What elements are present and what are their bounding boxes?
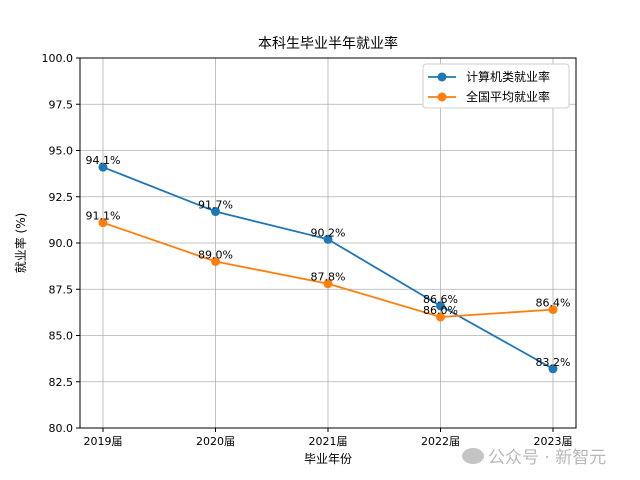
data-label: 94.1% [86, 154, 121, 167]
data-label: 83.2% [536, 356, 571, 369]
x-tick-label: 2021届 [309, 435, 348, 448]
y-tick-label: 92.5 [49, 191, 74, 204]
data-label: 86.0% [423, 304, 458, 317]
legend-label: 全国平均就业率 [466, 89, 550, 104]
x-tick-label: 2019届 [84, 435, 123, 448]
y-axis-label: 就业率 (%) [13, 213, 28, 274]
legend-box [422, 63, 570, 109]
data-point [436, 312, 445, 322]
data-point [323, 234, 333, 244]
y-tick-label: 95.0 [49, 145, 74, 158]
x-tick-label: 2023届 [534, 435, 573, 448]
wechat-icon [462, 447, 484, 464]
x-tick-label: 2020届 [196, 435, 235, 448]
x-axis-label: 毕业年份 [304, 452, 352, 466]
legend-marker [437, 72, 447, 82]
chart-title: 本科生毕业半年就业率 [258, 35, 398, 52]
data-point [211, 257, 220, 266]
data-point [98, 162, 108, 172]
legend-marker [437, 92, 447, 102]
data-label: 87.8% [311, 271, 346, 284]
y-tick-label: 80.0 [49, 422, 74, 435]
data-label: 86.4% [536, 297, 571, 310]
data-point [436, 301, 445, 311]
watermark-text: 公众号 · 新智元 [488, 448, 607, 468]
data-label: 89.0% [198, 249, 233, 262]
data-point [98, 218, 108, 228]
data-point [548, 305, 558, 315]
x-tick-label: 2022届 [421, 435, 460, 448]
legend-label: 计算机类就业率 [466, 69, 550, 84]
y-tick-label: 90.0 [49, 237, 74, 250]
data-point [211, 207, 220, 217]
y-tick-label: 82.5 [49, 376, 74, 389]
data-label: 90.2% [311, 226, 346, 239]
y-tick-label: 97.5 [49, 98, 74, 111]
data-point [323, 279, 333, 289]
data-label: 86.6% [423, 293, 458, 306]
y-tick-label: 87.5 [49, 283, 74, 296]
data-label: 91.7% [198, 199, 233, 212]
watermark: 公众号 · 新智元 [462, 443, 606, 468]
y-tick-label: 100.0 [42, 52, 74, 65]
data-point [548, 364, 558, 374]
data-label: 91.1% [86, 210, 121, 223]
plot-frame [79, 57, 577, 429]
y-tick-label: 85.0 [49, 330, 74, 343]
